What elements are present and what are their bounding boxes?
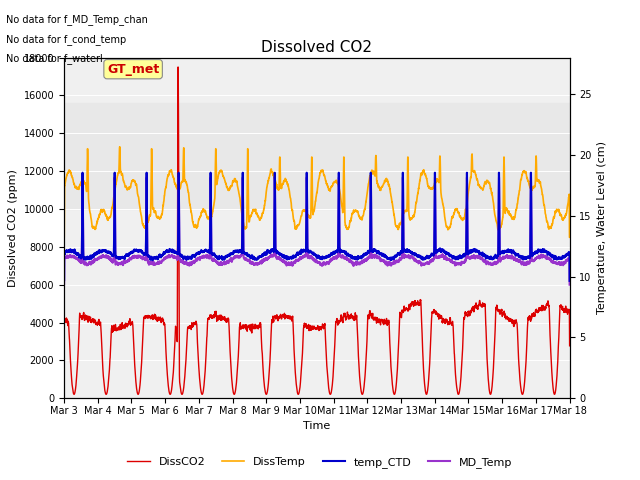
X-axis label: Time: Time	[303, 421, 330, 432]
Text: No data for f_cond_temp: No data for f_cond_temp	[6, 34, 127, 45]
Y-axis label: Temperature, Water Level (cm): Temperature, Water Level (cm)	[597, 142, 607, 314]
Text: No data for f_waterl: No data for f_waterl	[6, 53, 103, 64]
Text: GT_met: GT_met	[107, 63, 159, 76]
Text: No data for f_MD_Temp_chan: No data for f_MD_Temp_chan	[6, 14, 148, 25]
Legend: DissCO2, DissTemp, temp_CTD, MD_Temp: DissCO2, DissTemp, temp_CTD, MD_Temp	[123, 452, 517, 472]
Y-axis label: Dissolved CO2 (ppm): Dissolved CO2 (ppm)	[8, 169, 18, 287]
Bar	[64, 103, 570, 209]
Title: Dissolved CO2: Dissolved CO2	[261, 40, 372, 55]
